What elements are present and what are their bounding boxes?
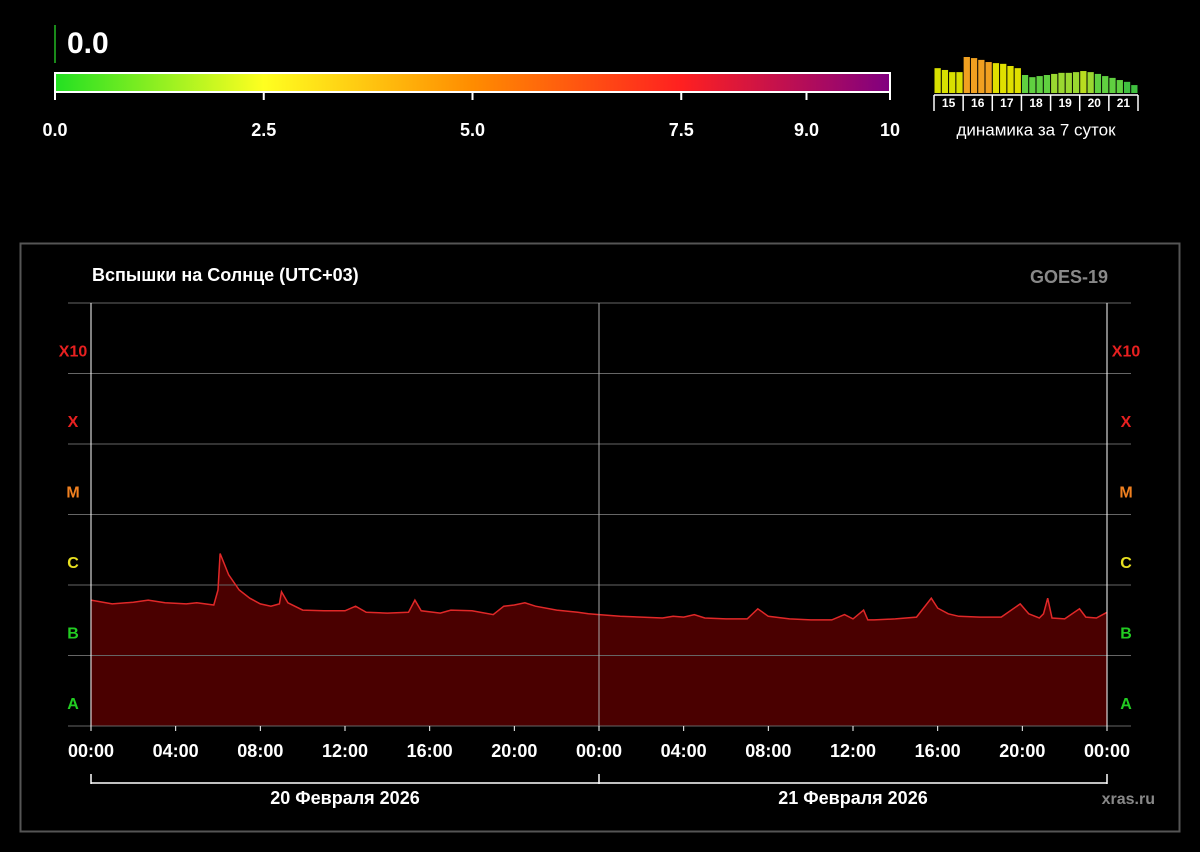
y-tick-label: X10 (59, 344, 88, 361)
scale-tick-label: 5.0 (460, 120, 485, 140)
dynamics-bar (970, 58, 978, 93)
scale-tick-label: 9.0 (794, 120, 819, 140)
x-tick-label: 16:00 (915, 741, 961, 761)
footer-label: xras.ru (1102, 791, 1155, 808)
x-tick-label: 00:00 (1084, 741, 1130, 761)
y-tick-label: B (67, 626, 79, 643)
day-label: 15 (942, 96, 956, 110)
x-tick-label: 20:00 (491, 741, 537, 761)
day-label: 16 (971, 96, 985, 110)
x-tick-label: 08:00 (237, 741, 283, 761)
date-label: 21 Февраля 2026 (778, 788, 927, 808)
dynamics-bar (978, 59, 985, 93)
y-tick-label: C (67, 555, 79, 572)
scale-tick-label: 0.0 (42, 120, 67, 140)
y-tick-label-right: B (1120, 626, 1132, 643)
y-tick-label: X (68, 414, 79, 431)
x-tick-label: 04:00 (153, 741, 199, 761)
y-tick-label-right: X (1121, 414, 1132, 431)
dynamics-bar (1080, 71, 1087, 93)
x-tick-label: 12:00 (830, 741, 876, 761)
y-tick-label-right: C (1120, 555, 1132, 572)
x-tick-label: 08:00 (745, 741, 791, 761)
y-tick-label-right: M (1119, 485, 1132, 502)
dynamics-bar (1021, 75, 1029, 93)
dynamics-bar (1058, 72, 1065, 93)
scale-tick-label: 7.5 (669, 120, 694, 140)
dynamics-bar (1007, 66, 1014, 93)
day-label: 21 (1117, 96, 1131, 110)
dynamics-bar (1029, 77, 1036, 93)
x-tick-label: 04:00 (661, 741, 707, 761)
y-tick-label-right: A (1120, 696, 1132, 713)
dynamics-bar (1043, 75, 1051, 93)
source-label: GOES-19 (1030, 267, 1108, 287)
scale-tick-label: 10 (880, 120, 900, 140)
dynamics-caption: динамика за 7 суток (956, 120, 1116, 139)
dynamics-bar (941, 69, 949, 93)
dynamics-bar (985, 62, 992, 93)
dynamics-bar (1087, 72, 1094, 93)
dynamics-bar (1109, 77, 1116, 93)
dynamics-bar (1065, 72, 1072, 93)
dynamics-bar (992, 63, 1000, 93)
index-value: 0.0 (67, 27, 109, 60)
x-tick-label: 12:00 (322, 741, 368, 761)
day-label: 19 (1058, 96, 1072, 110)
y-tick-label: M (66, 485, 79, 502)
dynamics-bar (956, 72, 963, 93)
chart-panel (19, 242, 1181, 833)
dynamics-bar (934, 68, 941, 93)
day-label: 17 (1000, 96, 1014, 110)
y-tick-label-right: X10 (1112, 344, 1141, 361)
x-tick-label: 00:00 (576, 741, 622, 761)
color-scale (54, 72, 891, 93)
date-label: 20 Февраля 2026 (270, 788, 419, 808)
chart-title: Вспышки на Солнце (UTC+03) (92, 265, 359, 285)
dynamics-bar (1072, 72, 1080, 93)
dynamics-bar (1000, 63, 1007, 93)
dynamics-bar (1036, 76, 1043, 93)
x-tick-label: 00:00 (68, 741, 114, 761)
dynamics-bar (1094, 73, 1102, 93)
dynamics-bar (1131, 85, 1138, 93)
day-label: 20 (1088, 96, 1102, 110)
scale-tick-label: 2.5 (251, 120, 276, 140)
dynamics-bar (1014, 68, 1021, 93)
y-tick-label: A (67, 696, 79, 713)
day-label: 18 (1029, 96, 1043, 110)
dynamics-bar (1051, 73, 1058, 93)
dynamics-bar (949, 72, 956, 93)
dynamics-bar (1116, 80, 1123, 93)
dynamics-bar (963, 57, 970, 93)
x-tick-label: 20:00 (999, 741, 1045, 761)
dynamics-bar (1102, 76, 1109, 93)
dynamics-bar (1123, 81, 1131, 93)
x-tick-label: 16:00 (407, 741, 453, 761)
